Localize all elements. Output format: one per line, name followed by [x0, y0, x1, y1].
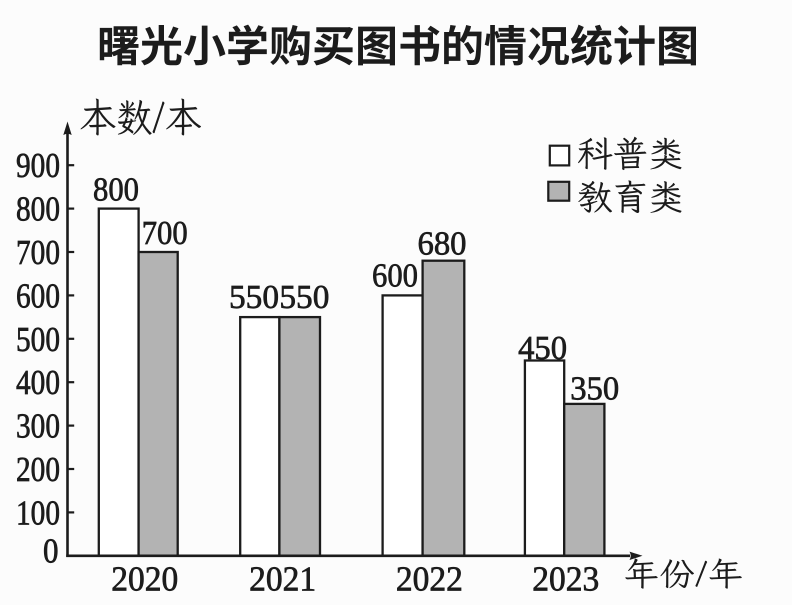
svg-text:300: 300 [16, 408, 60, 446]
svg-text:550: 550 [229, 279, 279, 316]
svg-text:700: 700 [142, 215, 188, 252]
svg-text:600: 600 [16, 277, 60, 315]
svg-text:700: 700 [16, 234, 60, 272]
svg-text:350: 350 [570, 371, 619, 408]
svg-text:800: 800 [93, 172, 139, 209]
svg-text:100: 100 [16, 494, 60, 532]
svg-text:900: 900 [16, 147, 60, 185]
svg-text:800: 800 [16, 191, 60, 229]
svg-text:680: 680 [418, 225, 467, 262]
svg-text:2023: 2023 [532, 561, 599, 599]
svg-text:550: 550 [279, 279, 329, 316]
svg-text:0: 0 [43, 533, 59, 571]
svg-text:400: 400 [16, 364, 60, 402]
svg-text:2020: 2020 [111, 561, 178, 599]
svg-text:600: 600 [372, 258, 418, 295]
svg-text:2022: 2022 [396, 561, 463, 599]
svg-text:500: 500 [16, 321, 60, 359]
svg-text:200: 200 [16, 451, 60, 489]
svg-text:450: 450 [518, 330, 567, 367]
svg-text:2021: 2021 [249, 561, 316, 599]
